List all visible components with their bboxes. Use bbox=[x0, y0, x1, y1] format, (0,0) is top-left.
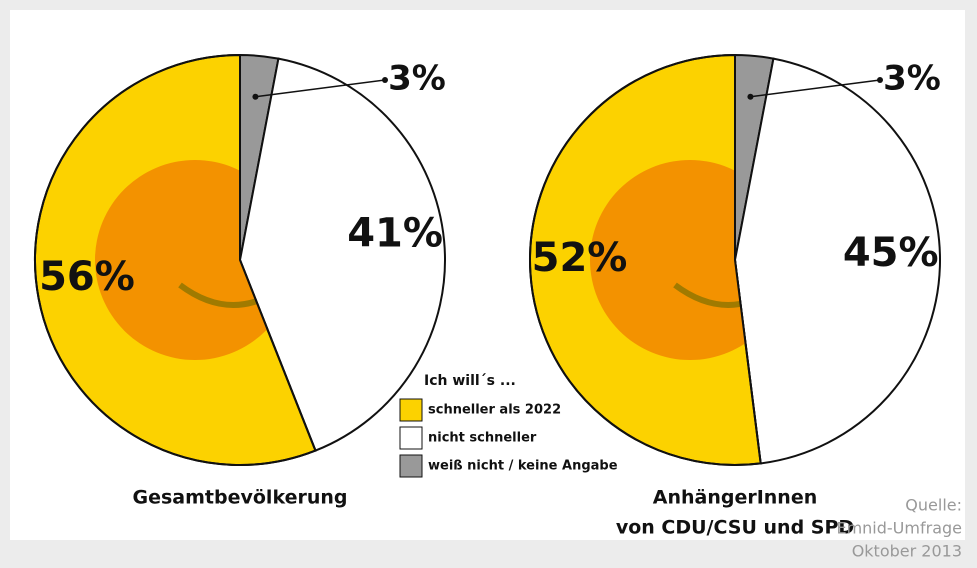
legend-swatch bbox=[399, 398, 423, 422]
sun-smile bbox=[178, 282, 262, 308]
pie-title: AnhängerInnen bbox=[653, 487, 818, 509]
data-label: 52% bbox=[532, 235, 628, 281]
legend-swatch bbox=[399, 454, 423, 478]
legend-swatch bbox=[399, 426, 423, 450]
data-label: 56% bbox=[39, 254, 135, 300]
leader-line bbox=[255, 79, 386, 98]
legend-label: nicht schneller bbox=[428, 431, 537, 446]
data-label: 41% bbox=[347, 210, 443, 256]
data-label: 3% bbox=[388, 59, 446, 99]
slice-outline bbox=[529, 53, 762, 466]
pie-title: Gesamtbevölkerung bbox=[133, 487, 348, 509]
slice-outline bbox=[34, 53, 317, 466]
source: Quelle: bbox=[905, 496, 962, 515]
data-label: 45% bbox=[843, 230, 939, 276]
legend-title: Ich will´s ... bbox=[424, 373, 516, 389]
leader-dot bbox=[252, 93, 259, 100]
leader-dot bbox=[877, 77, 883, 83]
data-label: 3% bbox=[883, 59, 941, 99]
leader-line bbox=[750, 79, 881, 98]
leader-dot bbox=[382, 77, 388, 83]
pie-title: von CDU/CSU und SPD bbox=[616, 517, 854, 539]
pie-slice bbox=[733, 57, 942, 465]
leader-dot bbox=[747, 93, 754, 100]
legend-label: schneller als 2022 bbox=[428, 403, 561, 418]
source: Emnid-Umfrage bbox=[836, 519, 962, 538]
legend-label: weiß nicht / keine Angabe bbox=[428, 459, 618, 474]
source: Oktober 2013 bbox=[852, 542, 962, 561]
